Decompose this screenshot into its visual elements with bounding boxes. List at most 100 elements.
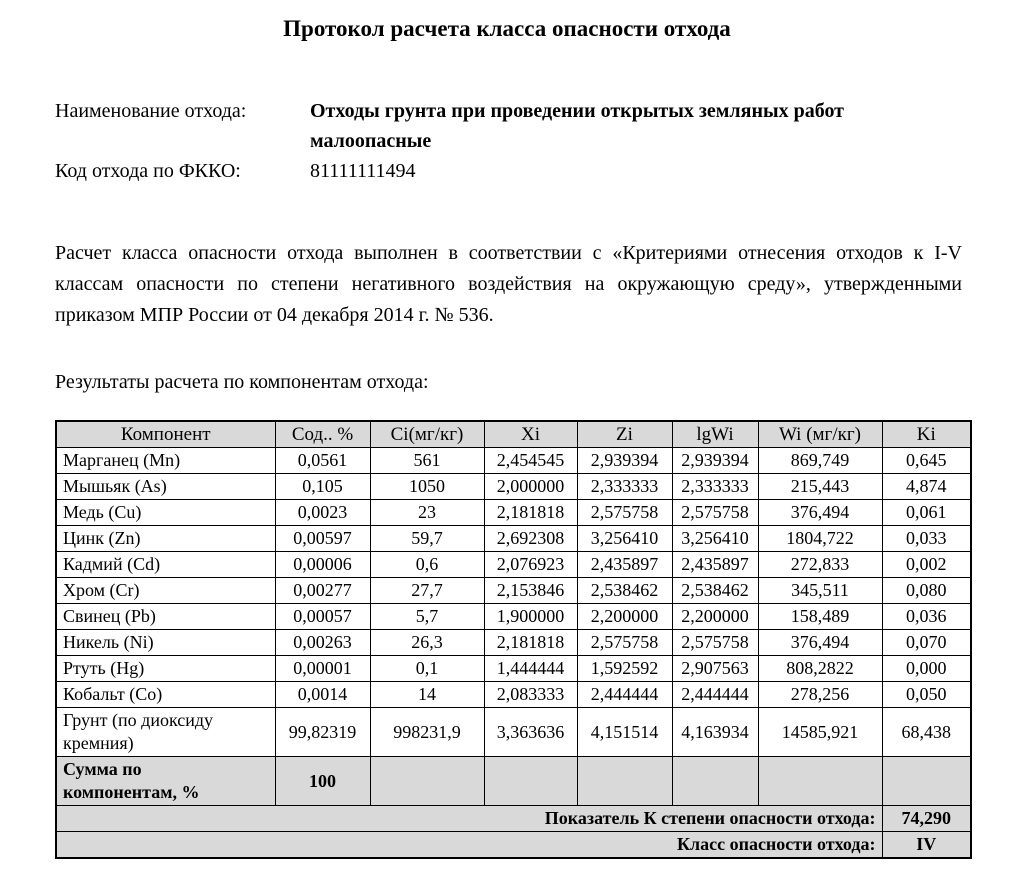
- value-cell: 3,256410: [576, 525, 673, 552]
- value-cell: 0,6: [369, 551, 485, 578]
- hazard-class-value: IV: [881, 831, 972, 859]
- sum-row-label: Сумма по компонентам, %: [55, 756, 276, 806]
- value-cell: 2,907563: [671, 655, 759, 682]
- value-cell: 2,575758: [576, 499, 673, 526]
- value-cell: 0,036: [881, 603, 972, 630]
- value-cell: 2,000000: [483, 473, 578, 500]
- value-cell: 0,00006: [274, 551, 371, 578]
- field-waste-name: Наименование отхода: Отходы грунта при п…: [55, 96, 962, 156]
- empty-cell: [483, 756, 578, 806]
- column-header-2: Ci(мг/кг): [369, 420, 485, 448]
- sum-row-value: 100: [274, 756, 371, 806]
- k-indicator-label: Показатель К степени опасности отхода:: [55, 805, 883, 832]
- value-cell: 278,256: [757, 681, 883, 708]
- component-name-cell: Кобальт (Co): [55, 681, 276, 708]
- table-row: Свинец (Pb) 0,00057 5,7 1,900000 2,200000 2,2…: [55, 603, 972, 630]
- fkko-code-label: Код отхода по ФККО:: [55, 160, 241, 182]
- header-fields: Наименование отхода: Отходы грунта при п…: [55, 96, 962, 186]
- value-cell: 2,538462: [576, 577, 673, 604]
- value-cell: 2,575758: [576, 629, 673, 656]
- value-cell: 1050: [369, 473, 485, 500]
- value-cell: 0,00001: [274, 655, 371, 682]
- component-name-cell: Никель (Ni): [55, 629, 276, 656]
- component-name-cell: Свинец (Pb): [55, 603, 276, 630]
- component-name-cell: Ртуть (Hg): [55, 655, 276, 682]
- value-cell: 272,833: [757, 551, 883, 578]
- hazard-class-row: Класс опасности отхода: IV: [55, 831, 972, 859]
- value-cell: 27,7: [369, 577, 485, 604]
- component-name-cell: Кадмий (Cd): [55, 551, 276, 578]
- value-cell: 4,163934: [671, 707, 759, 757]
- value-cell: 0,061: [881, 499, 972, 526]
- table-caption: Результаты расчета по компонентам отхода…: [55, 371, 429, 393]
- column-header-0: Компонент: [55, 420, 276, 448]
- value-cell: 0,1: [369, 655, 485, 682]
- column-header-5: lgWi: [671, 420, 759, 448]
- table-row: Цинк (Zn) 0,00597 59,7 2,692308 3,256410 3,25…: [55, 525, 972, 552]
- value-cell: 1,900000: [483, 603, 578, 630]
- table-row: Кадмий (Cd) 0,00006 0,6 2,076923 2,435897 2,4…: [55, 551, 972, 578]
- waste-name-label: Наименование отхода:: [55, 100, 247, 122]
- fkko-code-value: 81111111494: [310, 160, 416, 182]
- value-cell: 2,575758: [671, 499, 759, 526]
- value-cell: 3,363636: [483, 707, 578, 757]
- value-cell: 23: [369, 499, 485, 526]
- page-title: Протокол расчета класса опасности отхода: [283, 16, 731, 41]
- empty-cell: [881, 756, 972, 806]
- value-cell: 869,749: [757, 447, 883, 474]
- table-row: Ртуть (Hg) 0,00001 0,1 1,444444 1,592592 2,90…: [55, 655, 972, 682]
- table-row: Хром (Cr) 0,00277 27,7 2,153846 2,538462 2,53…: [55, 577, 972, 604]
- table-row: Марганец (Mn) 0,0561 561 2,454545 2,939394 2,…: [55, 447, 972, 474]
- value-cell: 14585,921: [757, 707, 883, 757]
- value-cell: 0,0014: [274, 681, 371, 708]
- column-header-7: Ki: [881, 420, 972, 448]
- value-cell: 998231,9: [369, 707, 485, 757]
- results-table: Компонент Сод.. % Ci(мг/кг) Xi Zi lgWi Wi (мг/…: [55, 420, 972, 859]
- table-row: Медь (Cu) 0,0023 23 2,181818 2,575758 2,57575…: [55, 499, 972, 526]
- value-cell: 2,181818: [483, 629, 578, 656]
- value-cell: 158,489: [757, 603, 883, 630]
- value-cell: 0,002: [881, 551, 972, 578]
- value-cell: 2,435897: [576, 551, 673, 578]
- value-cell: 1,444444: [483, 655, 578, 682]
- column-header-3: Xi: [483, 420, 578, 448]
- value-cell: 2,181818: [483, 499, 578, 526]
- value-cell: 59,7: [369, 525, 485, 552]
- value-cell: 0,645: [881, 447, 972, 474]
- value-cell: 0,0561: [274, 447, 371, 474]
- value-cell: 2,333333: [671, 473, 759, 500]
- value-cell: 0,00263: [274, 629, 371, 656]
- value-cell: 0,080: [881, 577, 972, 604]
- value-cell: 215,443: [757, 473, 883, 500]
- value-cell: 2,939394: [576, 447, 673, 474]
- value-cell: 14: [369, 681, 485, 708]
- value-cell: 4,874: [881, 473, 972, 500]
- field-fkko-code: Код отхода по ФККО: 81111111494: [55, 156, 962, 186]
- value-cell: 1804,722: [757, 525, 883, 552]
- component-name-cell: Хром (Cr): [55, 577, 276, 604]
- component-name-cell: Медь (Cu): [55, 499, 276, 526]
- value-cell: 2,083333: [483, 681, 578, 708]
- empty-cell: [576, 756, 673, 806]
- column-header-6: Wi (мг/кг): [757, 420, 883, 448]
- value-cell: 2,333333: [576, 473, 673, 500]
- value-cell: 1,592592: [576, 655, 673, 682]
- empty-cell: [757, 756, 883, 806]
- value-cell: 2,076923: [483, 551, 578, 578]
- value-cell: 2,435897: [671, 551, 759, 578]
- value-cell: 2,153846: [483, 577, 578, 604]
- k-indicator-value: 74,290: [881, 805, 972, 832]
- value-cell: 345,511: [757, 577, 883, 604]
- empty-cell: [671, 756, 759, 806]
- value-cell: 68,438: [881, 707, 972, 757]
- value-cell: 0,050: [881, 681, 972, 708]
- value-cell: 2,575758: [671, 629, 759, 656]
- value-cell: 0,00597: [274, 525, 371, 552]
- value-cell: 2,939394: [671, 447, 759, 474]
- value-cell: 2,444444: [576, 681, 673, 708]
- waste-name-value: Отходы грунта при проведении открытых зе…: [310, 100, 845, 152]
- value-cell: 2,200000: [576, 603, 673, 630]
- value-cell: 808,2822: [757, 655, 883, 682]
- component-name-cell: Мышьяк (As): [55, 473, 276, 500]
- regulation-paragraph: Расчет класса опасности отхода выполнен …: [55, 242, 962, 326]
